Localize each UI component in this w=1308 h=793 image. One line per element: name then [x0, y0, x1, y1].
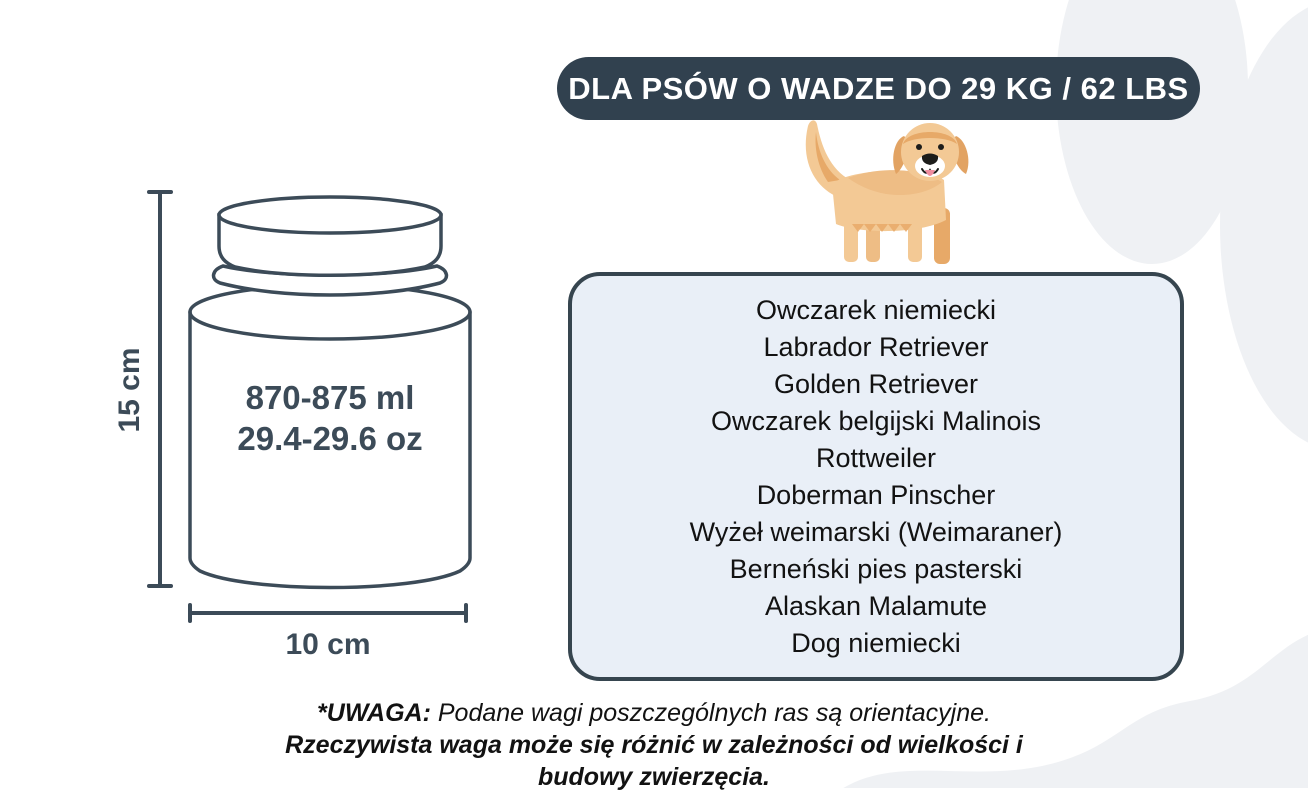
dog-illustration-icon: [805, 120, 969, 264]
breed-list-item: Rottweiler: [815, 442, 937, 473]
height-dimension-line: [146, 190, 174, 588]
footnote-normal: Podane wagi poszczególnych ras są orient…: [430, 699, 991, 727]
breed-list-item: Doberman Pinscher: [756, 479, 996, 510]
breed-list-item: Labrador Retriever: [763, 331, 989, 362]
width-dimension-label: 10 cm: [285, 628, 371, 661]
height-dimension-label: 15 cm: [113, 347, 146, 433]
capacity-label: 870-875 ml 29.4-29.6 oz: [195, 377, 465, 459]
weight-range-banner: DLA PSÓW O WADZE DO 29 KG / 62 LBS: [557, 57, 1200, 120]
capacity-ml: 870-875 ml: [245, 379, 415, 416]
breed-list-item: Dog niemiecki: [791, 627, 961, 658]
breed-list-item: Berneński pies pasterski: [729, 553, 1023, 584]
breed-list-item: Owczarek niemiecki: [755, 294, 997, 325]
breed-list-item: Alaskan Malamute: [764, 590, 988, 621]
footnote: *UWAGA: Podane wagi poszczególnych ras s…: [244, 697, 1064, 793]
breed-list-item: Golden Retriever: [773, 368, 979, 399]
footnote-prefix: *UWAGA:: [317, 699, 431, 727]
breed-list-item: Owczarek belgijski Malinois: [710, 405, 1042, 436]
width-dimension-line: [188, 603, 468, 623]
capacity-oz: 29.4-29.6 oz: [237, 420, 423, 457]
container-diagram: [188, 195, 472, 590]
breed-list-box: Owczarek niemiecki Labrador Retriever Go…: [568, 272, 1184, 681]
breed-list-item: Wyżeł weimarski (Weimaraner): [689, 516, 1063, 547]
footnote-bold: Rzeczywista waga może się różnić w zależ…: [285, 731, 1023, 791]
